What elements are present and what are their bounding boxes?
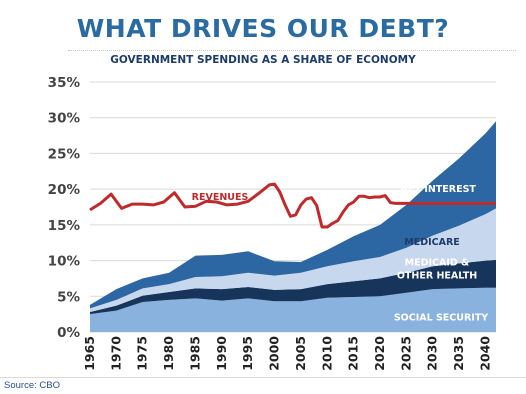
x-tick-label-2040: 2040 (477, 336, 492, 371)
revenues-label: REVENUES (192, 192, 249, 203)
x-tick-label-2025: 2025 (398, 336, 413, 371)
x-tick-label-1975: 1975 (135, 336, 150, 371)
medicaid-area (90, 259, 496, 315)
social-security-area (90, 287, 496, 332)
x-tick-label-1990: 1990 (214, 336, 229, 371)
y-tick-label-0: 0% (57, 325, 80, 341)
revenues-line (89, 182, 496, 229)
chart-title: WHAT DRIVES OUR DEBT? (76, 14, 450, 43)
y-axis-ticks: 0% 5% 10% 15% 20% 25% 30% 35% (48, 75, 81, 341)
source-note: Source: CBO (4, 380, 60, 391)
x-tick-label-2030: 2030 (425, 336, 440, 371)
x-axis-ticks: 1965 1970 1975 1980 1985 1990 1995 2000 2005 2010… (82, 336, 492, 371)
y-tick-label-30: 30% (48, 111, 81, 127)
area-labels: REVENUES NET INTEREST MEDICARE MEDICAID & OT… (192, 184, 489, 324)
x-tick-label-2000: 2000 (267, 336, 282, 371)
medicaid-label-line-1: MEDICAID & (405, 258, 470, 269)
y-tick-label-35: 35% (48, 75, 81, 91)
y-tick-label-5: 5% (57, 289, 80, 305)
net-interest-label: NET INTEREST (400, 184, 476, 195)
y-tick-label-15: 15% (48, 218, 81, 234)
x-tick-label-2005: 2005 (293, 336, 308, 371)
medicare-label: MEDICARE (404, 237, 460, 248)
social-security-label: SOCIAL SECURITY (394, 313, 488, 324)
x-tick-label-2020: 2020 (372, 336, 387, 371)
y-tick-label-25: 25% (48, 146, 81, 162)
medicaid-label: MEDICAID & OTHER HEALTH (397, 258, 477, 282)
medicare-area (90, 208, 496, 312)
y-tick-label-20: 20% (48, 182, 81, 198)
x-tick-label-1980: 1980 (161, 336, 176, 371)
x-tick-label-2015: 2015 (346, 336, 361, 371)
x-tick-label-1965: 1965 (82, 336, 97, 371)
net-interest-area (90, 121, 496, 309)
title-divider (68, 50, 516, 51)
chart-subtitle: GOVERNMENT SPENDING AS A SHARE OF ECONOM… (110, 54, 416, 66)
stacked-areas (90, 121, 496, 332)
medicaid-label-line-2: OTHER HEALTH (397, 271, 477, 282)
y-tick-label-10: 10% (48, 254, 81, 270)
footer-divider (0, 377, 526, 378)
x-tick-label-1985: 1985 (187, 336, 202, 371)
revenues-line-group (89, 182, 496, 229)
x-tick-label-2010: 2010 (319, 336, 334, 371)
x-tick-label-1970: 1970 (108, 336, 123, 371)
x-tick-label-1995: 1995 (240, 336, 255, 371)
x-tick-label-2035: 2035 (451, 336, 466, 371)
